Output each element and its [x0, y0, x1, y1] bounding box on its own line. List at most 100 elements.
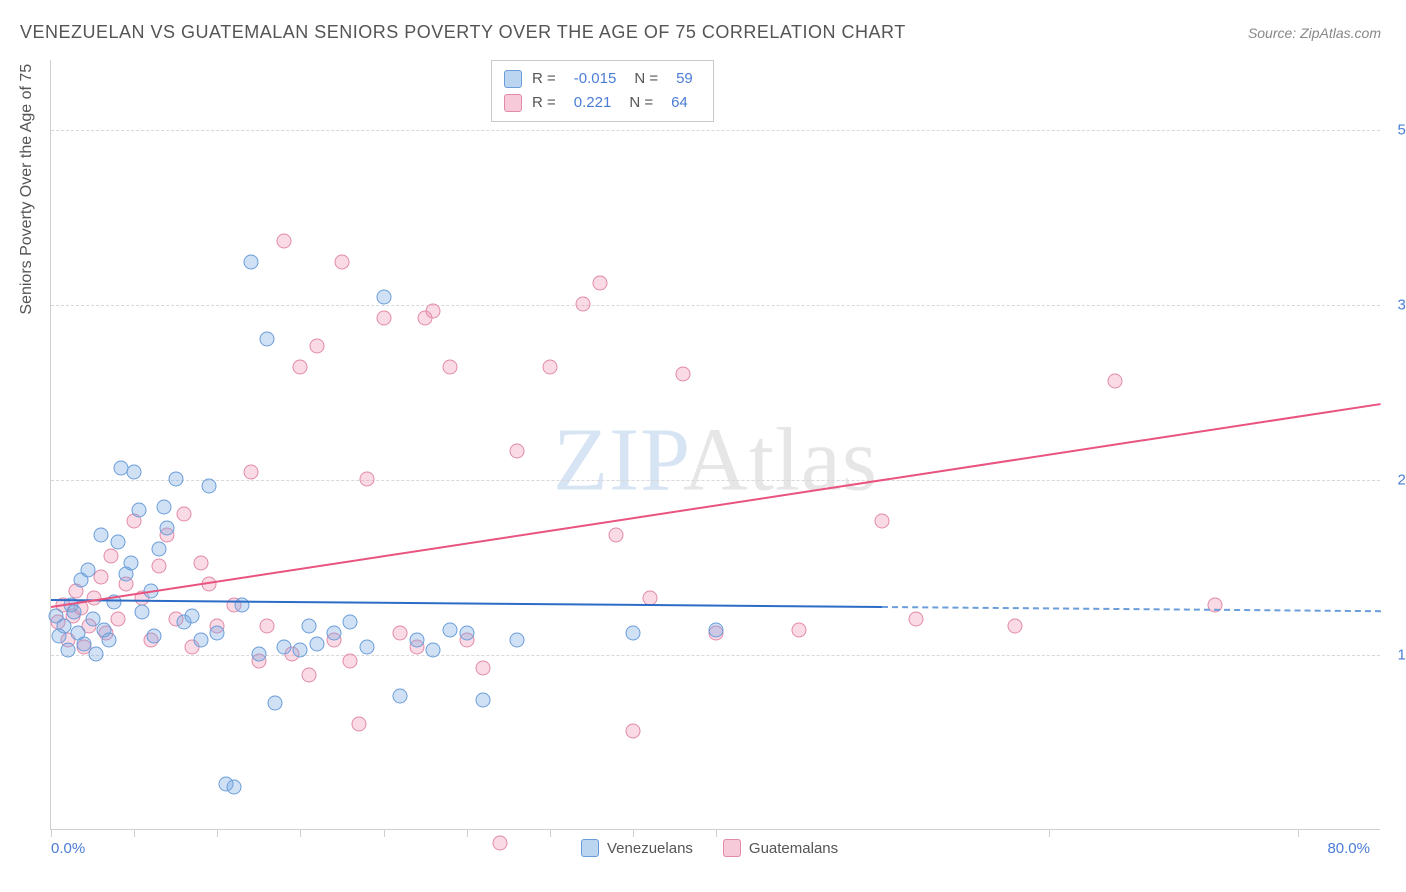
- data-point: [459, 633, 474, 648]
- data-point: [73, 572, 88, 587]
- data-point: [60, 633, 75, 648]
- data-point: [509, 633, 524, 648]
- data-point: [152, 558, 167, 573]
- data-point: [476, 661, 491, 676]
- data-point: [93, 528, 108, 543]
- data-point: [542, 360, 557, 375]
- data-point: [147, 628, 162, 643]
- data-point: [301, 619, 316, 634]
- data-point: [459, 626, 474, 641]
- x-tick: [217, 829, 218, 837]
- x-axis-max-label: 80.0%: [1327, 840, 1370, 857]
- data-point: [609, 528, 624, 543]
- data-point: [103, 549, 118, 564]
- data-point: [67, 605, 82, 620]
- data-point: [157, 500, 172, 515]
- data-point: [88, 647, 103, 662]
- data-point: [127, 465, 142, 480]
- data-point: [110, 612, 125, 627]
- legend-item-b: Guatemalans: [723, 839, 838, 857]
- data-point: [97, 623, 112, 638]
- data-point: [52, 628, 67, 643]
- data-point: [492, 836, 507, 851]
- data-point: [85, 612, 100, 627]
- data-point: [193, 556, 208, 571]
- legend-label-b: Guatemalans: [749, 840, 838, 857]
- source-attribution: Source: ZipAtlas.com: [1248, 25, 1381, 41]
- data-point: [118, 577, 133, 592]
- data-point: [625, 724, 640, 739]
- x-tick: [716, 829, 717, 837]
- data-point: [48, 609, 63, 624]
- data-point: [210, 619, 225, 634]
- data-point: [218, 777, 233, 792]
- legend-item-a: Venezuelans: [581, 839, 693, 857]
- x-tick: [134, 829, 135, 837]
- data-point: [301, 668, 316, 683]
- data-point: [409, 640, 424, 655]
- x-tick: [550, 829, 551, 837]
- data-point: [118, 567, 133, 582]
- x-tick: [633, 829, 634, 837]
- data-point: [185, 609, 200, 624]
- data-point: [77, 637, 92, 652]
- trend-line: [51, 599, 882, 608]
- x-tick: [51, 829, 52, 837]
- legend-swatch-a-icon: [581, 839, 599, 857]
- x-tick: [1049, 829, 1050, 837]
- data-point: [110, 535, 125, 550]
- legend-label-a: Venezuelans: [607, 840, 693, 857]
- y-tick-label: 25.0%: [1397, 472, 1406, 489]
- data-point: [50, 614, 65, 629]
- trend-line: [51, 403, 1381, 608]
- data-point: [326, 633, 341, 648]
- data-point: [268, 696, 283, 711]
- data-point: [93, 570, 108, 585]
- data-point: [359, 472, 374, 487]
- watermark: ZIPAtlas: [553, 408, 878, 511]
- data-point: [168, 612, 183, 627]
- data-point: [143, 633, 158, 648]
- bottom-legend: Venezuelans Guatemalans: [581, 839, 838, 857]
- swatch-a-icon: [504, 70, 522, 88]
- data-point: [709, 626, 724, 641]
- plot-area: ZIPAtlas R = -0.015 N = 59 R = 0.221 N =…: [50, 60, 1380, 830]
- data-point: [113, 460, 128, 475]
- y-axis-title: Seniors Poverty Over the Age of 75: [18, 64, 36, 315]
- data-point: [68, 584, 83, 599]
- data-point: [875, 514, 890, 529]
- data-point: [152, 542, 167, 557]
- data-point: [285, 647, 300, 662]
- trend-line: [882, 606, 1381, 612]
- data-point: [418, 311, 433, 326]
- data-point: [276, 234, 291, 249]
- data-point: [393, 626, 408, 641]
- y-tick-label: 12.5%: [1397, 647, 1406, 664]
- data-point: [310, 637, 325, 652]
- data-point: [351, 717, 366, 732]
- data-point: [310, 339, 325, 354]
- legend-swatch-b-icon: [723, 839, 741, 857]
- x-tick: [1298, 829, 1299, 837]
- data-point: [160, 528, 175, 543]
- stats-row-b: R = 0.221 N = 64: [504, 91, 701, 115]
- y-tick-label: 50.0%: [1397, 122, 1406, 139]
- data-point: [709, 623, 724, 638]
- data-point: [70, 626, 85, 641]
- stat-r-a: -0.015: [566, 67, 625, 91]
- data-point: [343, 614, 358, 629]
- stats-row-a: R = -0.015 N = 59: [504, 67, 701, 91]
- x-tick: [300, 829, 301, 837]
- data-point: [443, 623, 458, 638]
- data-point: [409, 633, 424, 648]
- data-point: [65, 609, 80, 624]
- data-point: [80, 563, 95, 578]
- x-tick: [467, 829, 468, 837]
- x-tick: [384, 829, 385, 837]
- stat-n-label: N =: [634, 67, 658, 91]
- gridline-h: [51, 130, 1380, 131]
- data-point: [675, 367, 690, 382]
- data-point: [251, 647, 266, 662]
- data-point: [243, 465, 258, 480]
- stat-r-label: R =: [532, 67, 556, 91]
